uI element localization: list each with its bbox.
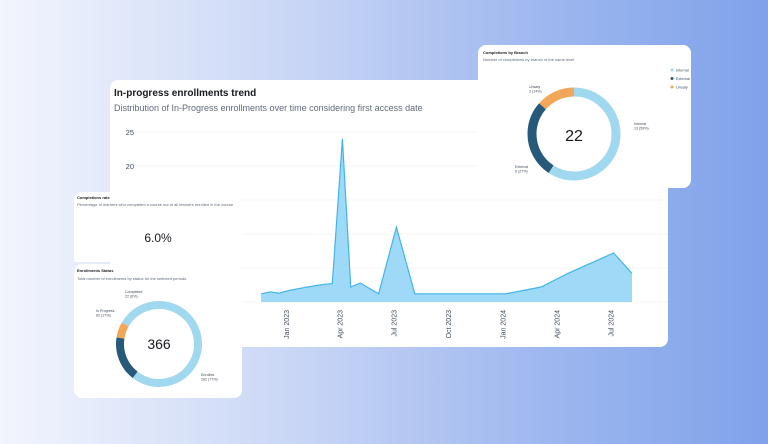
x-tick-label: Apr 2023 (337, 310, 344, 339)
enrollments-status-card: Enrollments Status Total number of enrol… (74, 264, 242, 398)
legend-swatch (670, 68, 674, 72)
donut-value-label: 13 (59%) (634, 127, 649, 131)
donut-value-label: 62 (17%) (96, 314, 111, 318)
enrollments-status-description: Total number of enrollments by status fo… (77, 276, 188, 281)
enrollments-status-title: Enrollments Status (77, 268, 114, 273)
donut-label: External (515, 165, 528, 169)
legend-label[interactable]: Unsaty (676, 85, 688, 89)
x-tick-label: Oct 2023 (446, 310, 453, 339)
x-tick-label: Jul 2023 (391, 310, 398, 337)
x-tick-label: Apr 2024 (555, 310, 562, 339)
y-tick-label: 20 (126, 162, 134, 171)
x-tick-label: Jan 2024 (501, 310, 508, 339)
legend-label[interactable]: External (676, 77, 690, 81)
donut-label: Unsaty (529, 85, 540, 89)
donut-value-label: 3 (14%) (529, 90, 542, 94)
donut-value-label: 6 (27%) (515, 170, 528, 174)
trend-chart-subtitle: Distribution of In-Progress enrollments … (114, 103, 423, 113)
trend-area (261, 138, 632, 302)
trend-chart-title: In-progress enrollments trend (114, 88, 257, 99)
donut-label: In Progress (96, 309, 115, 313)
donut-slice-external (527, 87, 621, 181)
donut-label: Internal (634, 122, 646, 126)
legend-swatch (670, 77, 674, 80)
donut-slice-unsaty (527, 87, 621, 181)
completions-rate-value: 6.0% (144, 231, 172, 245)
completions-rate-description: Percentage of learners who completed a c… (77, 202, 234, 207)
branch-total: 22 (565, 128, 583, 145)
donut-value-label: 282 (77%) (201, 378, 218, 382)
donut-label: Enrolled (201, 373, 214, 377)
completions-rate-title: Completions rate (77, 195, 110, 200)
completions-rate-card: Completions rate Percentage of learners … (74, 192, 242, 262)
branch-chart-subtitle: Number of completions by branch of the s… (483, 57, 575, 62)
trend-line (260, 138, 633, 295)
branch-chart-title: Completions by Branch (483, 50, 528, 55)
x-tick-label: Jul 2024 (609, 310, 616, 337)
completions-by-branch-card: Completions by Branch Number of completi… (478, 45, 691, 188)
x-tick-label: Jan 2023 (284, 310, 291, 339)
donut-value-label: 22 (6%) (125, 295, 138, 299)
legend-swatch (670, 85, 674, 89)
donut-slice-completed (116, 301, 202, 387)
legend-label[interactable]: Internal (676, 68, 689, 72)
donut-label: Completed (125, 290, 142, 294)
status-total: 366 (147, 336, 171, 352)
y-tick-label: 25 (126, 128, 134, 137)
